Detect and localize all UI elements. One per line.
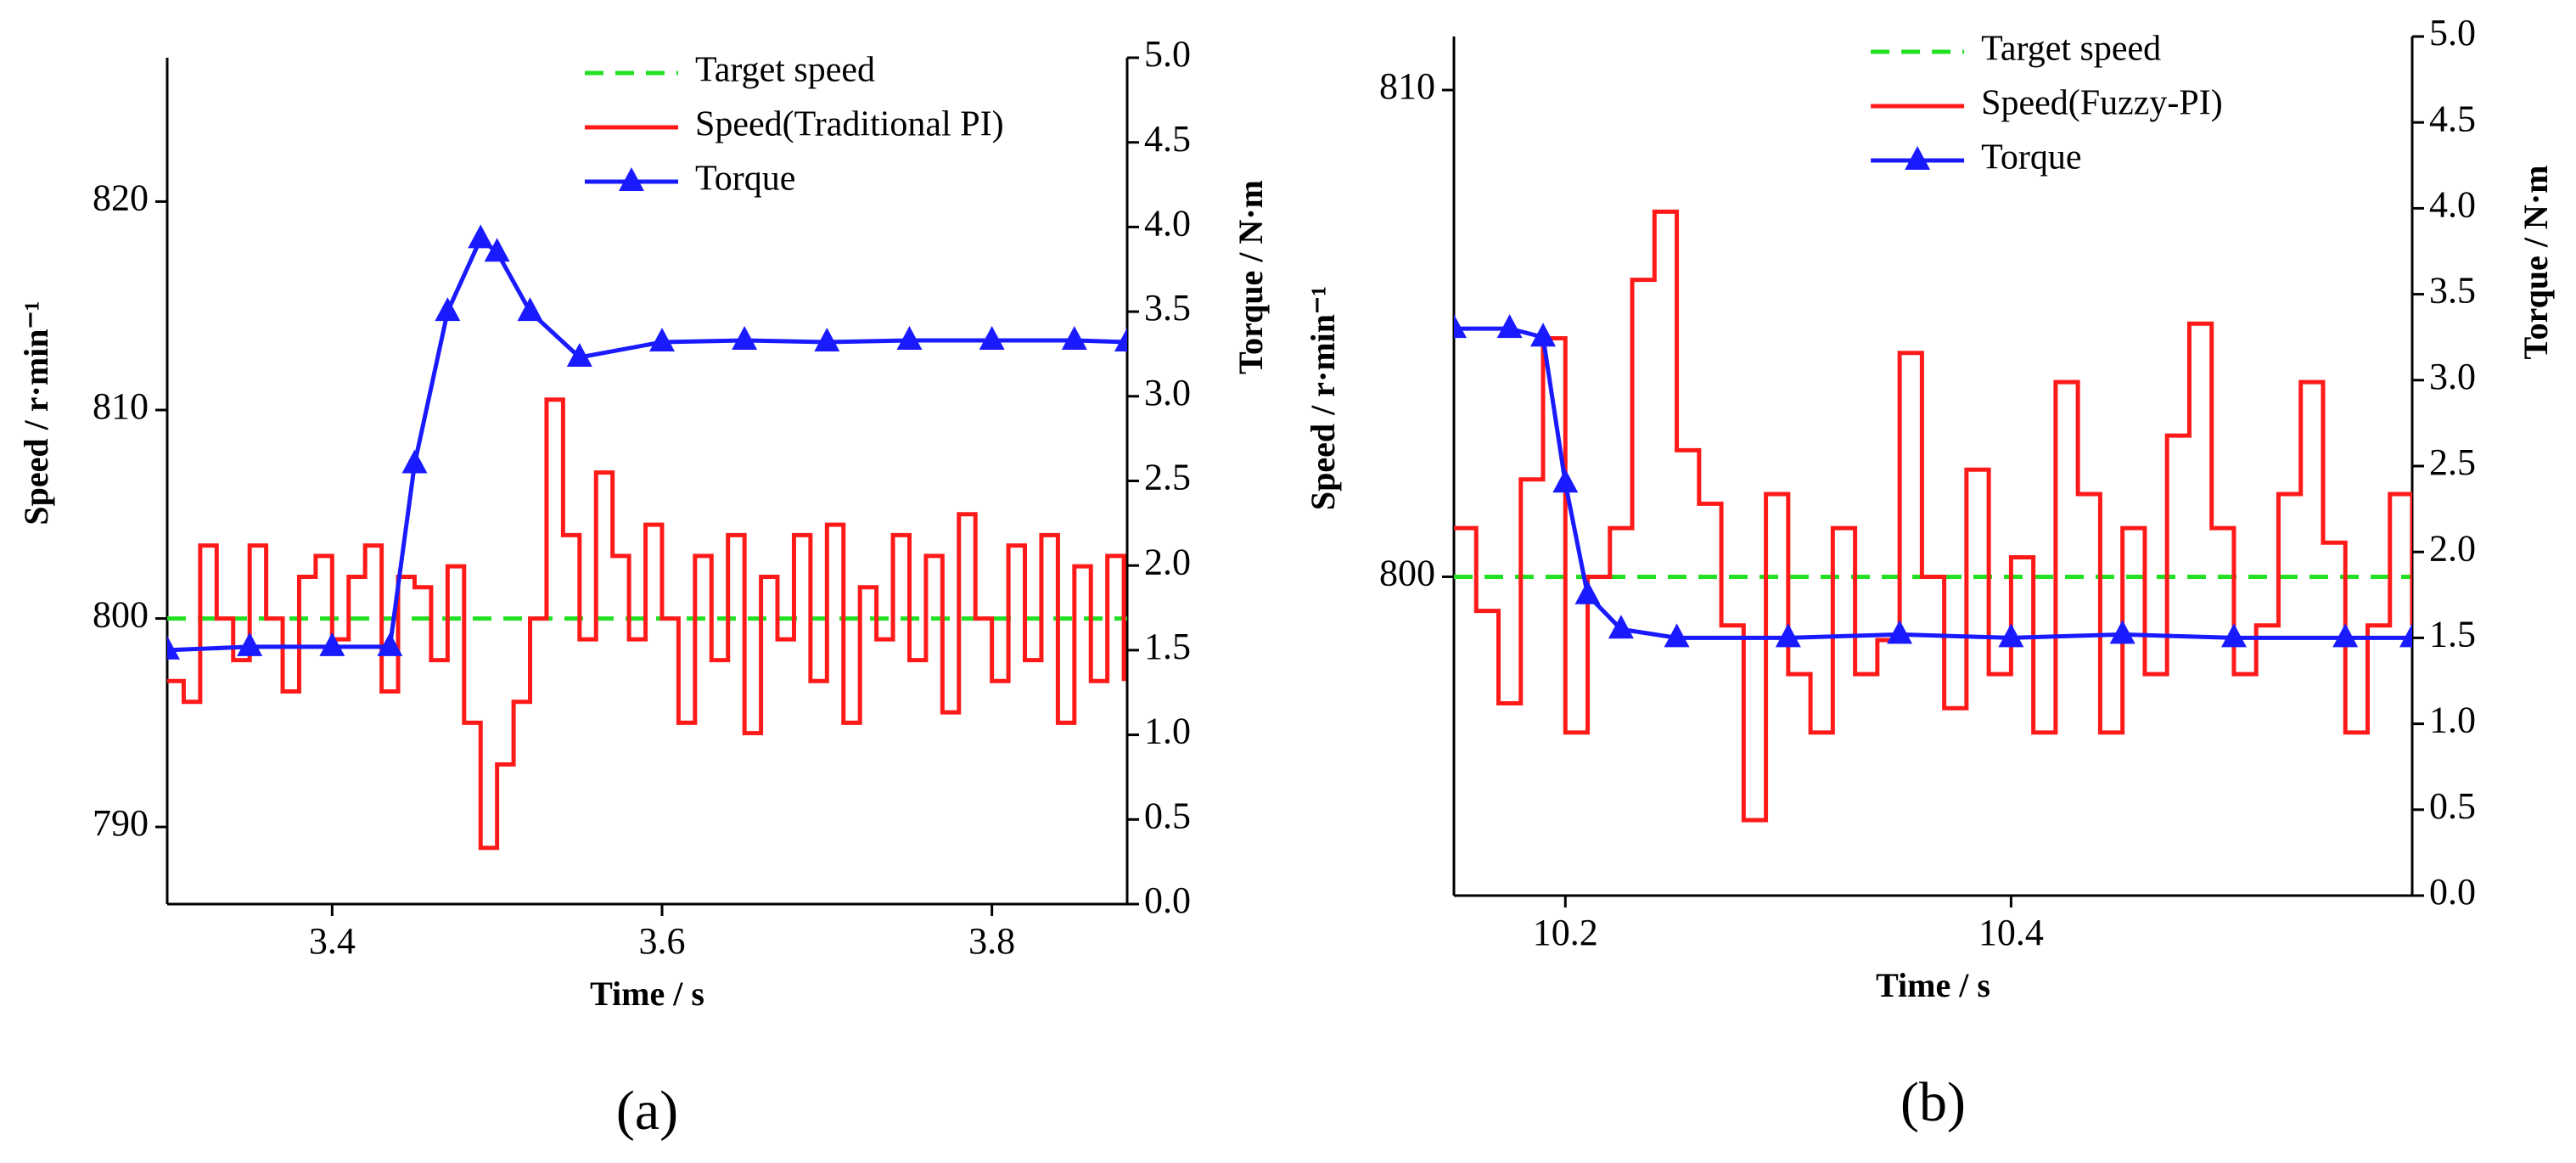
series-marker bbox=[1574, 580, 1601, 604]
y2-tick-label: 3.5 bbox=[2429, 270, 2476, 312]
panel-label: (b) bbox=[1900, 1071, 1966, 1133]
x-axis-label: Time / s bbox=[1876, 966, 1990, 1004]
y2-tick-label: 1.0 bbox=[2429, 699, 2476, 741]
x-tick-label: 3.4 bbox=[309, 920, 356, 962]
series-marker bbox=[1608, 615, 1634, 639]
plot-area bbox=[167, 224, 1127, 851]
series-marker bbox=[435, 297, 461, 322]
y2-tick-label: 0.5 bbox=[2429, 785, 2476, 827]
y-tick-label: 790 bbox=[93, 802, 149, 844]
series-marker bbox=[732, 325, 758, 350]
y-tick-label: 800 bbox=[93, 594, 149, 636]
series-marker bbox=[1061, 325, 1087, 350]
y2-tick-label: 5.0 bbox=[1144, 33, 1191, 75]
series-marker bbox=[2332, 623, 2359, 648]
x-tick-label: 3.8 bbox=[968, 920, 1015, 962]
series-marker bbox=[1454, 314, 1467, 339]
y2-tick-label: 0.0 bbox=[1144, 879, 1191, 921]
series-marker bbox=[1664, 623, 1690, 648]
x-tick-label: 10.2 bbox=[1533, 912, 1598, 953]
y-tick-label: 810 bbox=[1379, 65, 1435, 107]
series-marker bbox=[1998, 623, 2024, 648]
series-line bbox=[1454, 326, 2412, 640]
x-tick-label: 3.6 bbox=[638, 920, 685, 962]
y2-tick-label: 2.0 bbox=[1144, 541, 1191, 582]
y2-tick-label: 4.5 bbox=[1144, 118, 1191, 160]
series-marker bbox=[468, 224, 494, 249]
y2-tick-label: 5.0 bbox=[2429, 12, 2476, 53]
plot-area bbox=[1454, 209, 2412, 823]
y2-axis-label: Torque / N·m bbox=[2517, 166, 2555, 360]
y2-tick-label: 3.0 bbox=[1144, 372, 1191, 413]
series-marker bbox=[1114, 327, 1127, 351]
y-tick-label: 800 bbox=[1379, 553, 1435, 594]
series-marker bbox=[814, 327, 840, 351]
legend-label: Torque bbox=[695, 160, 795, 199]
series-marker bbox=[401, 449, 428, 474]
legend-label: Torque bbox=[1981, 138, 2081, 177]
series-marker bbox=[377, 632, 403, 656]
y2-tick-label: 2.0 bbox=[2429, 527, 2476, 569]
series-marker bbox=[1496, 314, 1523, 339]
y2-tick-label: 1.0 bbox=[1144, 711, 1191, 752]
series-marker bbox=[319, 632, 345, 656]
y-tick-label: 820 bbox=[93, 177, 149, 219]
panel-label: (a) bbox=[616, 1080, 678, 1142]
series-marker bbox=[167, 635, 180, 660]
series-marker bbox=[896, 325, 923, 350]
y2-axis-label: Torque / N·m bbox=[1232, 180, 1270, 374]
y2-tick-label: 2.5 bbox=[2429, 441, 2476, 483]
y2-tick-label: 4.0 bbox=[1144, 202, 1191, 244]
y2-tick-label: 0.5 bbox=[1144, 795, 1191, 836]
y2-tick-label: 4.0 bbox=[2429, 183, 2476, 225]
series-line bbox=[1454, 209, 2412, 823]
y2-tick-label: 1.5 bbox=[1144, 626, 1191, 667]
series-marker bbox=[517, 297, 543, 322]
y-axis-label: Speed / r·min⁻¹ bbox=[17, 301, 55, 525]
series-marker bbox=[566, 342, 592, 367]
x-axis-label: Time / s bbox=[590, 975, 704, 1013]
series-line bbox=[167, 397, 1126, 851]
y2-tick-label: 1.5 bbox=[2429, 613, 2476, 655]
series-marker bbox=[1887, 620, 1913, 644]
series-marker bbox=[1775, 623, 1801, 648]
series-marker bbox=[484, 238, 510, 262]
legend-label: Target speed bbox=[1981, 30, 2161, 69]
x-tick-label: 10.4 bbox=[1978, 912, 2044, 953]
y2-tick-label: 3.5 bbox=[1144, 287, 1191, 329]
series-marker bbox=[1552, 469, 1579, 493]
legend-label: Speed(Traditional PI) bbox=[695, 105, 1004, 144]
series-marker bbox=[2399, 623, 2412, 648]
legend-label: Target speed bbox=[695, 51, 875, 90]
y2-tick-label: 2.5 bbox=[1144, 457, 1191, 498]
series-marker bbox=[648, 327, 675, 351]
series-marker bbox=[2220, 623, 2247, 648]
y2-tick-label: 4.5 bbox=[2429, 98, 2476, 139]
series-marker bbox=[979, 325, 1005, 350]
legend-marker bbox=[618, 167, 644, 191]
series-marker bbox=[237, 632, 263, 656]
y-tick-label: 810 bbox=[93, 385, 149, 427]
legend-label: Speed(Fuzzy-PI) bbox=[1981, 84, 2223, 123]
y2-tick-label: 0.0 bbox=[2429, 871, 2476, 913]
y2-tick-label: 3.0 bbox=[2429, 356, 2476, 397]
series-marker bbox=[1530, 323, 1557, 347]
legend-marker bbox=[1905, 146, 1931, 170]
y-axis-label: Speed / r·min⁻¹ bbox=[1304, 286, 1342, 510]
series-marker bbox=[2109, 620, 2135, 644]
